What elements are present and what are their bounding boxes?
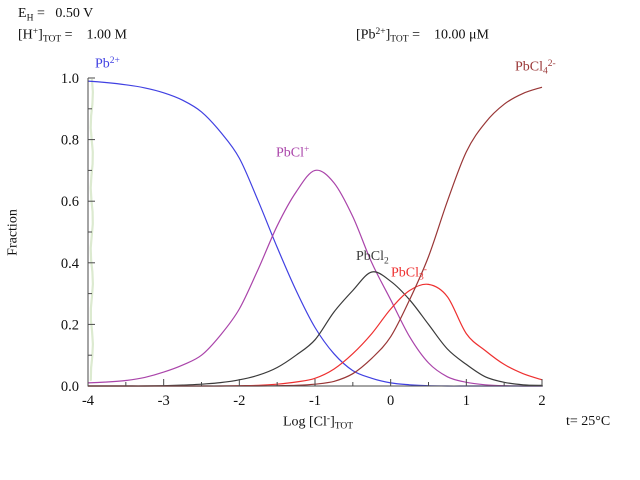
series-label-pbcl3-: PbCl3- [391,265,427,283]
x-tick-label: -2 [233,393,245,409]
y-tick-label: 0.6 [61,194,79,210]
series-label-pbcl-: PbCl+ [276,145,310,161]
x-tick-label: 2 [538,393,545,409]
y-tick-label: 0.2 [61,317,79,333]
series-label-pb2-: Pb2+ [95,56,120,72]
pb-total-condition-text: [Pb2+]TOT = 10.00 μM [356,27,489,45]
x-tick-label: -3 [158,393,170,409]
y-tick-label: 1.0 [61,71,79,87]
series-label-pbcl2: PbCl2 [356,249,389,267]
h-total-condition-text: [H+]TOT = 1.00 M [18,27,127,45]
x-axis-title: Log [Cl-]TOT [282,414,354,432]
curve-pbcl- [87,169,543,387]
x-tick-label: -1 [309,393,321,409]
y-tick-label: 0.0 [61,379,79,395]
y-tick-label: 0.4 [61,256,80,272]
y-tick-label: 0.8 [61,133,79,149]
curve-pbcl3- [88,283,543,387]
eh-condition-text: EH = 0.50 V [18,6,94,24]
vertical-trace-line [89,78,95,382]
series-label-pbcl4-2-: PbCl42- [515,59,556,77]
x-tick-label: 1 [463,393,470,409]
temperature-note: t= 25°C [566,414,611,429]
curve-pbcl2 [88,271,543,387]
x-tick-label: 0 [387,393,394,409]
y-axis-title: Fraction [5,209,21,256]
x-tick-label: -4 [82,393,95,409]
